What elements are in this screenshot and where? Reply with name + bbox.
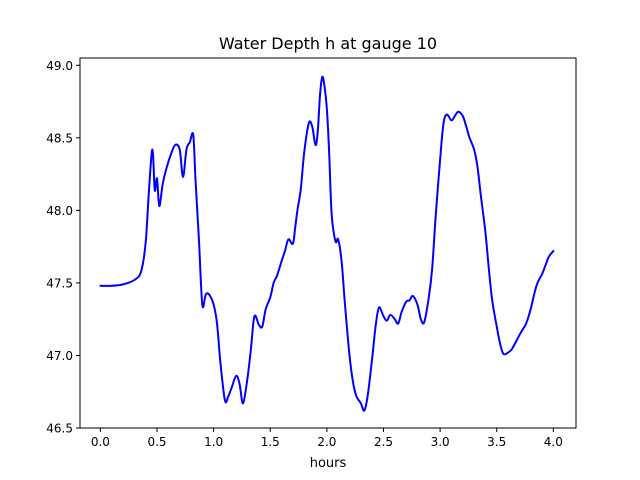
y-tick-label: 47.0 [46,349,73,363]
x-tick-label: 2.5 [374,435,393,449]
y-tick-label: 48.5 [46,131,73,145]
y-tick-label: 46.5 [46,422,73,436]
x-axis-label: hours [310,456,347,471]
x-tick-label: 1.5 [261,435,280,449]
x-tick-label: 3.5 [487,435,506,449]
x-tick-label: 4.0 [544,435,563,449]
y-axis-ticks: 46.5 47.0 47.5 48.0 48.5 49.0 [46,59,80,436]
x-axis-ticks: 0.0 0.5 1.0 1.5 2.0 2.5 3.0 3.5 4.0 [91,428,563,449]
y-tick-label: 48.0 [46,204,73,218]
x-tick-label: 1.0 [204,435,223,449]
y-tick-label: 49.0 [46,59,73,73]
axes-frame [79,57,577,429]
plot-area [99,75,555,412]
series-line [99,75,555,412]
x-tick-label: 2.0 [317,435,336,449]
chart-title: Water Depth h at gauge 10 [219,34,437,53]
x-tick-label: 0.5 [147,435,166,449]
y-tick-label: 47.5 [46,276,73,290]
x-tick-label: 3.0 [431,435,450,449]
x-tick-label: 0.0 [91,435,110,449]
